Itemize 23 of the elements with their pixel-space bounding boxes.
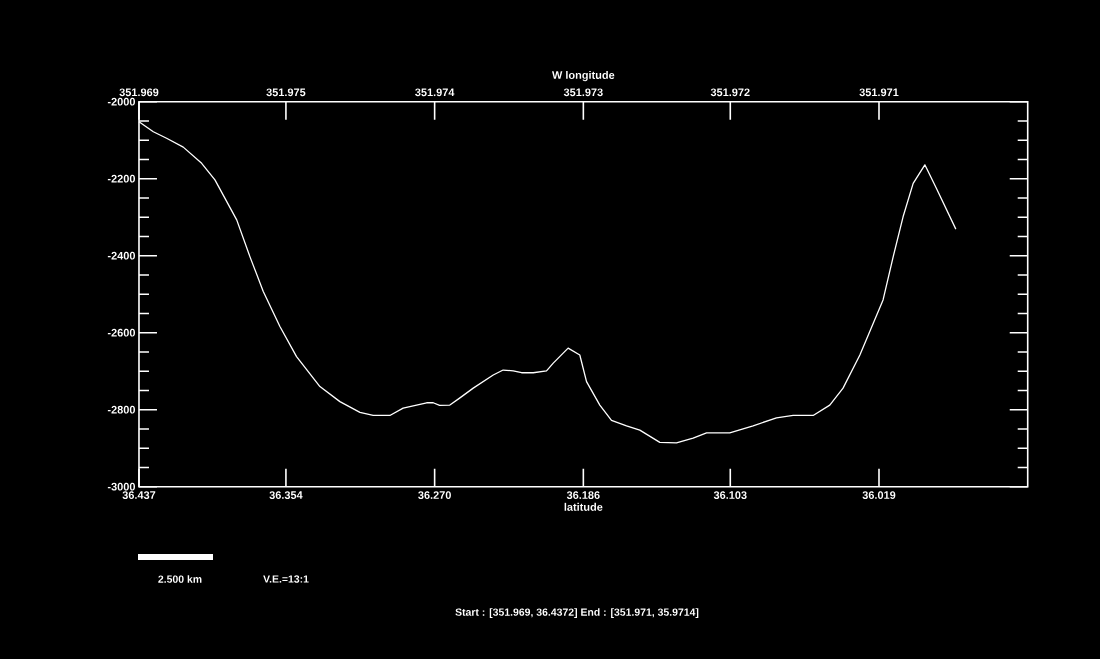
x-tick-label: 36.270 xyxy=(418,491,451,499)
y-tick-label: -2000 xyxy=(107,97,136,106)
y-tick-label: -2800 xyxy=(107,405,136,414)
x-tick-label: 36.437 xyxy=(122,491,156,499)
text: 351.974 xyxy=(415,88,455,97)
y-tick-label: -3000 xyxy=(107,482,136,491)
x-tick-label: 36.354 xyxy=(269,491,303,499)
text: 351.969 xyxy=(119,88,159,97)
x-axis-title: latitude xyxy=(564,502,603,511)
text: W longitude xyxy=(552,70,615,82)
x-tick-label: 36.186 xyxy=(566,491,600,499)
text: Start : [351.969, 36.4372] End : [351.971, 35.9714] xyxy=(455,608,699,618)
text: 351.971 xyxy=(859,88,899,97)
y-tick-label: -2400 xyxy=(107,251,136,260)
text: V.E.=13:1 xyxy=(263,575,309,583)
x-tick-label: 36.019 xyxy=(862,491,896,499)
text: 351.975 xyxy=(266,88,306,97)
text: 2.500 km xyxy=(158,575,202,583)
text: 351.973 xyxy=(563,88,603,97)
x-tick-label: 36.103 xyxy=(713,491,747,499)
y-tick-label: -2600 xyxy=(107,328,136,337)
y-tick-label: -2200 xyxy=(107,174,136,183)
text: 351.972 xyxy=(710,88,750,97)
